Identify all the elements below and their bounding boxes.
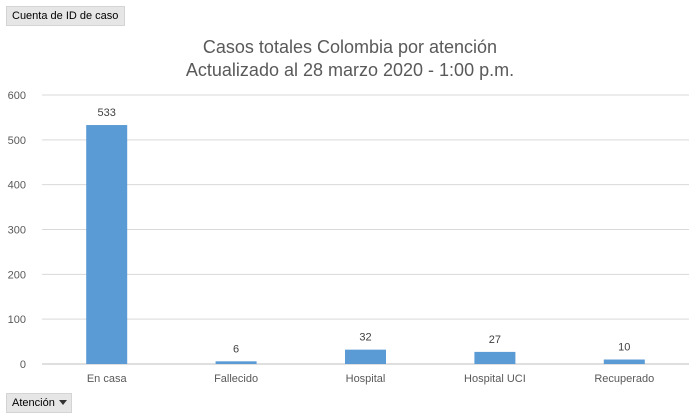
bar-hospital [345,349,386,364]
chart-title: Casos totales Colombia por atención [202,37,498,57]
y-tick-label: 0 [20,359,26,371]
bar-fallecido [215,361,257,364]
bar-recuperado [603,359,645,364]
data-labels: 533 6 32 27 10 [98,107,631,355]
y-tick-label: 200 [8,269,26,281]
pivot-value-field-label: Cuenta de ID de caso [12,10,119,22]
data-label: 10 [618,342,630,354]
dropdown-arrow-icon[interactable] [58,399,67,405]
y-axis-ticks: 0 100 200 300 400 500 600 [8,90,26,371]
x-tick-label: Hospital [346,373,386,385]
x-tick-label: Hospital UCI [464,373,526,385]
data-label: 27 [489,334,501,346]
x-axis-ticks: En casa Fallecido Hospital Hospital UCI Recu… [87,373,654,385]
y-tick-label: 100 [8,314,26,326]
y-tick-label: 300 [8,225,26,237]
x-tick-label: Recuperado [594,373,654,385]
chart-subtitle: Actualizado al 28 marzo 2020 - 1:00 p.m. [185,60,515,80]
x-tick-label: En casa [87,373,128,385]
y-tick-label: 400 [8,180,26,192]
bar-en-casa [86,125,128,364]
y-tick-label: 500 [8,135,26,147]
pivot-value-field-button[interactable]: Cuenta de ID de caso [6,6,126,26]
gridlines [42,94,689,365]
bar-hospital-uci [474,351,516,364]
bars [86,125,645,364]
x-tick-label: Fallecido [214,373,258,385]
data-label: 6 [233,343,239,355]
y-tick-label: 600 [8,90,26,102]
data-label: 533 [98,107,116,119]
data-label: 32 [359,332,371,344]
pivot-axis-field-button[interactable]: Atención [6,393,72,413]
pivot-axis-field-label: Atención [12,397,55,409]
